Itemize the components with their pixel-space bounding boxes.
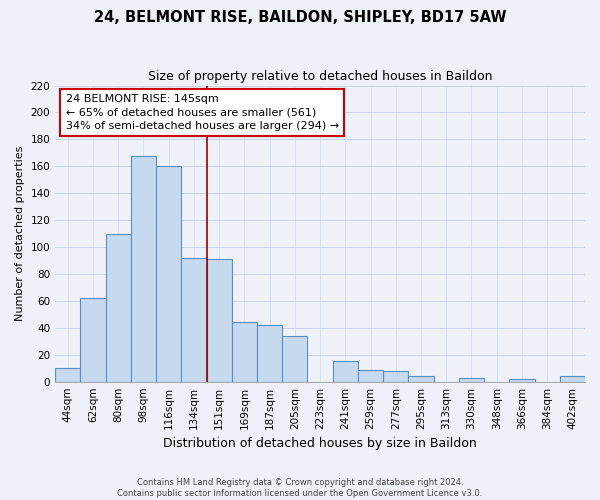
- Bar: [459, 378, 484, 382]
- Y-axis label: Number of detached properties: Number of detached properties: [15, 146, 25, 322]
- Bar: [232, 322, 257, 382]
- Bar: [206, 259, 232, 382]
- Text: 24 BELMONT RISE: 145sqm
← 65% of detached houses are smaller (561)
34% of semi-d: 24 BELMONT RISE: 145sqm ← 65% of detache…: [66, 94, 339, 131]
- X-axis label: Distribution of detached houses by size in Baildon: Distribution of detached houses by size …: [163, 437, 477, 450]
- Bar: [55, 368, 80, 382]
- Bar: [257, 325, 282, 382]
- Title: Size of property relative to detached houses in Baildon: Size of property relative to detached ho…: [148, 70, 493, 83]
- Bar: [560, 376, 585, 382]
- Bar: [409, 376, 434, 382]
- Bar: [282, 336, 307, 382]
- Bar: [181, 258, 206, 382]
- Bar: [358, 370, 383, 382]
- Bar: [332, 362, 358, 382]
- Text: 24, BELMONT RISE, BAILDON, SHIPLEY, BD17 5AW: 24, BELMONT RISE, BAILDON, SHIPLEY, BD17…: [94, 10, 506, 25]
- Bar: [156, 166, 181, 382]
- Bar: [509, 379, 535, 382]
- Bar: [131, 156, 156, 382]
- Bar: [383, 371, 409, 382]
- Bar: [106, 234, 131, 382]
- Bar: [80, 298, 106, 382]
- Text: Contains HM Land Registry data © Crown copyright and database right 2024.
Contai: Contains HM Land Registry data © Crown c…: [118, 478, 482, 498]
